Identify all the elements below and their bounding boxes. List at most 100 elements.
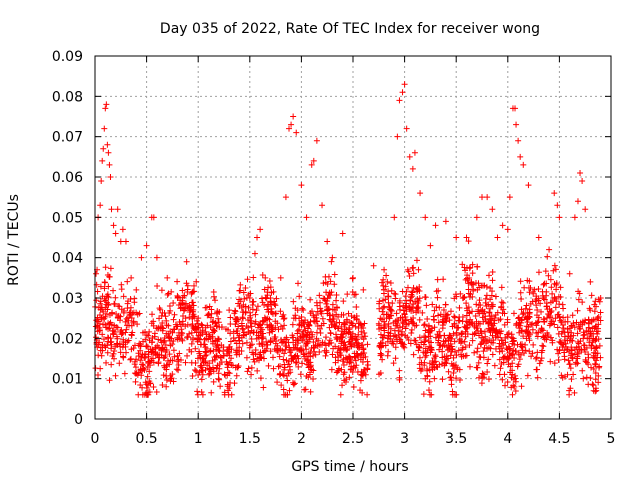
data-point xyxy=(435,287,442,294)
data-point xyxy=(532,355,539,362)
data-point xyxy=(259,317,266,324)
data-point xyxy=(102,321,109,328)
data-point xyxy=(250,329,257,336)
data-point xyxy=(313,335,320,342)
data-point xyxy=(102,313,109,320)
data-point xyxy=(519,311,526,318)
data-point xyxy=(557,284,564,291)
data-point xyxy=(102,279,109,286)
data-point xyxy=(330,315,337,322)
data-point xyxy=(325,305,332,312)
data-point xyxy=(382,296,389,303)
data-point xyxy=(264,289,271,296)
data-point xyxy=(117,328,124,335)
data-point xyxy=(189,315,196,322)
data-point xyxy=(490,317,497,324)
data-point xyxy=(191,282,198,289)
data-point xyxy=(222,325,229,332)
data-point xyxy=(243,339,250,346)
data-point xyxy=(597,309,604,316)
data-point xyxy=(557,339,564,346)
data-point xyxy=(551,262,558,269)
data-point xyxy=(280,372,287,379)
data-point xyxy=(277,362,284,369)
data-point xyxy=(314,342,321,349)
data-point xyxy=(561,349,568,356)
data-point xyxy=(340,346,347,353)
data-point xyxy=(155,336,162,343)
data-point xyxy=(168,375,175,382)
y-tick-label: 0 xyxy=(74,412,83,428)
data-point xyxy=(394,133,401,140)
data-point xyxy=(439,360,446,367)
data-point xyxy=(564,337,571,344)
data-point xyxy=(329,254,336,261)
data-point xyxy=(522,305,529,312)
data-point xyxy=(512,105,519,112)
data-point xyxy=(149,339,156,346)
data-point xyxy=(547,358,554,365)
data-point xyxy=(551,321,558,328)
data-point xyxy=(533,302,540,309)
data-point xyxy=(428,339,435,346)
data-point xyxy=(497,365,504,372)
data-point xyxy=(423,352,430,359)
data-point xyxy=(386,304,393,311)
data-point xyxy=(128,346,135,353)
data-point xyxy=(195,335,202,342)
data-point xyxy=(170,299,177,306)
data-point xyxy=(110,287,117,294)
data-point xyxy=(575,350,582,357)
data-point xyxy=(522,347,529,354)
data-point xyxy=(289,321,296,328)
data-point xyxy=(241,295,248,302)
data-point xyxy=(461,338,468,345)
data-point xyxy=(505,361,512,368)
data-point xyxy=(214,342,221,349)
data-point xyxy=(441,342,448,349)
data-point xyxy=(288,121,295,128)
data-point xyxy=(161,310,168,317)
data-point xyxy=(324,280,331,287)
data-point xyxy=(517,289,524,296)
data-point xyxy=(568,376,575,383)
data-point xyxy=(504,226,511,233)
data-point xyxy=(585,319,592,326)
data-point xyxy=(215,375,222,382)
data-point xyxy=(479,339,486,346)
data-point xyxy=(407,297,414,304)
data-point xyxy=(556,301,563,308)
data-point xyxy=(133,356,140,363)
data-point xyxy=(443,360,450,367)
data-point xyxy=(583,374,590,381)
data-point xyxy=(210,378,217,385)
data-point xyxy=(534,374,541,381)
x-tick-labels: 0 0.5 1 1.5 2 2.5 3 3.5 4 4.5 5 xyxy=(91,431,616,447)
data-point xyxy=(328,366,335,373)
data-point xyxy=(307,369,314,376)
data-point xyxy=(392,355,399,362)
data-point xyxy=(171,311,178,318)
data-point xyxy=(459,318,466,325)
data-point xyxy=(317,325,324,332)
data-point xyxy=(567,365,574,372)
data-point xyxy=(137,347,144,354)
data-point xyxy=(108,361,115,368)
data-point xyxy=(96,339,103,346)
data-point xyxy=(439,348,446,355)
data-point xyxy=(440,338,447,345)
data-point xyxy=(357,377,364,384)
data-point xyxy=(361,330,368,337)
data-point xyxy=(225,369,232,376)
data-point xyxy=(104,141,111,148)
data-point xyxy=(120,336,127,343)
data-point xyxy=(406,272,413,279)
data-point xyxy=(420,322,427,329)
data-point xyxy=(244,368,251,375)
data-point xyxy=(176,319,183,326)
data-point xyxy=(234,347,241,354)
data-point xyxy=(168,335,175,342)
x-axis-title: GPS time / hours xyxy=(291,459,408,475)
data-point xyxy=(313,137,320,144)
